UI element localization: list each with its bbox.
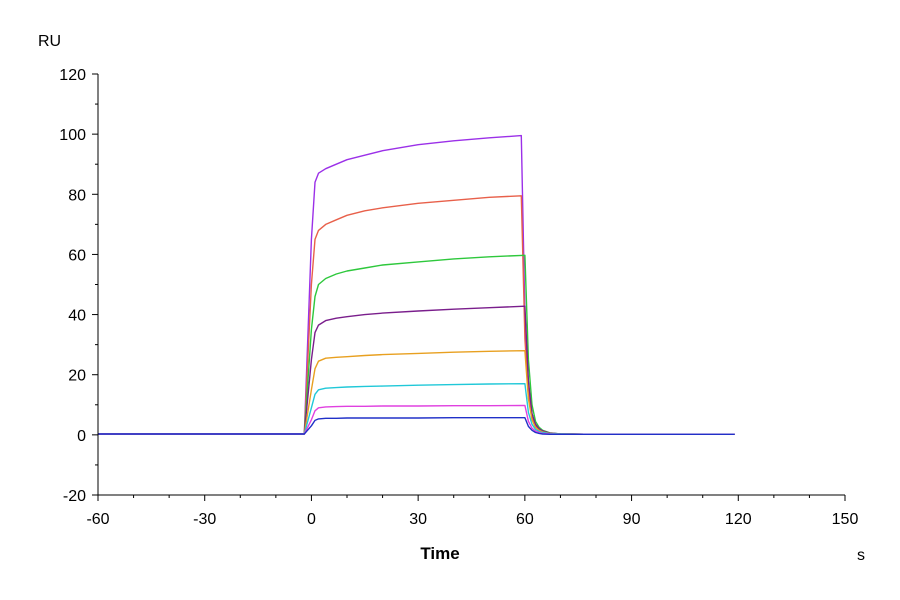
y-tick-label: 40 bbox=[68, 308, 86, 325]
y-tick-label: 20 bbox=[68, 368, 86, 385]
series-line-3 bbox=[98, 254, 735, 435]
x-axis-unit-label: s bbox=[857, 547, 865, 564]
y-axis-ticks: -20 0 20 40 60 80 100 120 bbox=[59, 67, 98, 505]
series-line-1 bbox=[98, 134, 735, 435]
y-tick-label: 120 bbox=[59, 67, 86, 84]
x-axis-title: Time bbox=[420, 544, 459, 563]
y-axis-unit-label: RU bbox=[38, 33, 61, 50]
x-tick-label: -30 bbox=[193, 511, 216, 528]
x-tick-label: 0 bbox=[307, 511, 316, 528]
y-tick-label: -20 bbox=[63, 488, 86, 505]
y-tick-label: 80 bbox=[68, 187, 86, 204]
x-tick-label: 60 bbox=[516, 511, 534, 528]
x-tick-label: -60 bbox=[86, 511, 109, 528]
x-tick-label: 30 bbox=[409, 511, 427, 528]
series-line-2 bbox=[98, 195, 735, 435]
series-line-6 bbox=[98, 383, 735, 435]
x-axis-ticks: -60 -30 0 30 60 90 120 150 bbox=[86, 495, 858, 528]
series-line-8 bbox=[98, 417, 735, 435]
series-line-4 bbox=[98, 305, 735, 435]
series-line-7 bbox=[98, 404, 735, 435]
y-tick-label: 0 bbox=[77, 428, 86, 445]
y-tick-label: 60 bbox=[68, 247, 86, 264]
series-group bbox=[98, 134, 735, 435]
x-tick-label: 120 bbox=[725, 511, 752, 528]
series-line-5 bbox=[98, 350, 735, 435]
x-tick-label: 150 bbox=[832, 511, 859, 528]
y-tick-label: 100 bbox=[59, 127, 86, 144]
x-tick-label: 90 bbox=[623, 511, 641, 528]
